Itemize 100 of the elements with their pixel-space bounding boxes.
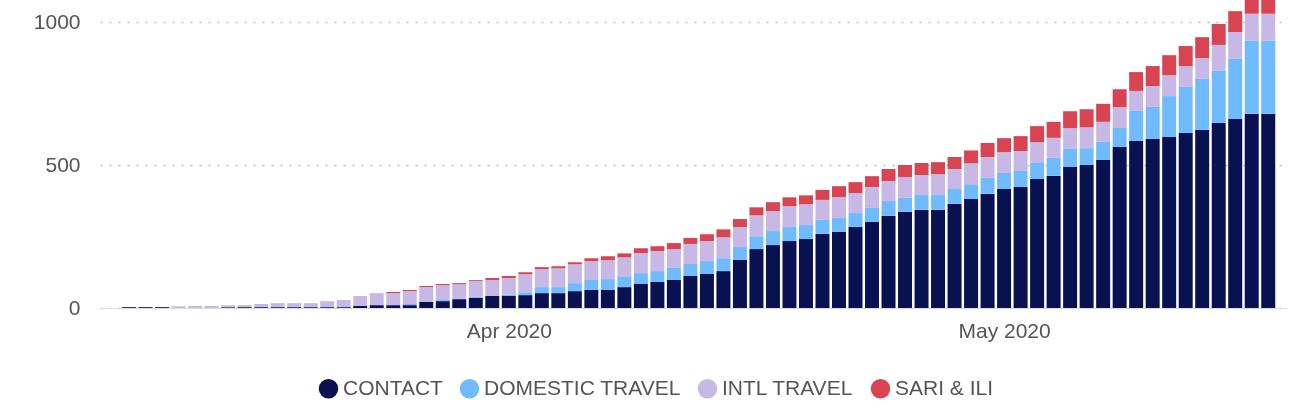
bar (947, 157, 962, 170)
bar (980, 193, 995, 308)
bar (914, 175, 929, 196)
bar (749, 215, 764, 237)
bar (600, 289, 615, 308)
bar (865, 221, 879, 308)
bar (485, 279, 500, 296)
bar (1228, 118, 1243, 308)
bar (303, 303, 318, 308)
bar (600, 256, 615, 261)
bar (898, 177, 913, 198)
bar (1211, 122, 1226, 308)
bar (1261, 40, 1276, 114)
bar (402, 291, 417, 304)
bar (1030, 163, 1045, 180)
bar (832, 186, 846, 198)
bar (1195, 129, 1210, 308)
bar (997, 152, 1012, 174)
bar (501, 275, 516, 278)
bar (1013, 151, 1028, 172)
bar (650, 271, 665, 282)
bar (898, 165, 913, 178)
bar (1013, 187, 1028, 308)
bar (369, 293, 384, 306)
bar (1063, 167, 1078, 308)
bar (633, 283, 648, 308)
bar (931, 174, 946, 196)
y-tick-label: 1000 (33, 9, 81, 33)
bar (914, 195, 929, 210)
bar (1195, 78, 1210, 130)
bar (1145, 66, 1160, 87)
bar (798, 225, 813, 240)
bar (782, 206, 797, 228)
bar (881, 201, 896, 216)
bar (1013, 136, 1028, 151)
bar (1261, 113, 1276, 308)
bar (765, 245, 780, 308)
bar (1079, 109, 1094, 128)
bar (997, 189, 1012, 308)
bar (865, 207, 879, 222)
bar (1112, 128, 1127, 147)
bar (501, 277, 516, 295)
bar (1162, 75, 1177, 97)
bar (832, 217, 846, 232)
bar (633, 248, 648, 254)
bar (650, 281, 665, 308)
bar (716, 258, 731, 272)
bar (485, 277, 500, 280)
bar (848, 227, 863, 308)
bar (1046, 137, 1061, 158)
bar (732, 227, 747, 248)
bar (1079, 148, 1094, 166)
bar (1129, 90, 1144, 111)
bar (749, 207, 764, 216)
y-tick-label: 0 (68, 295, 81, 319)
bar (534, 269, 549, 288)
bar (666, 249, 681, 268)
bar (848, 193, 863, 214)
bar (1096, 103, 1111, 122)
bar (782, 197, 797, 207)
bar (1063, 128, 1078, 149)
bar (419, 301, 434, 308)
bar (683, 275, 698, 308)
bar (683, 243, 698, 264)
bar (1195, 37, 1210, 59)
bar (1129, 140, 1144, 308)
bar (947, 203, 962, 308)
bar (782, 227, 797, 242)
bar (1261, 13, 1276, 41)
bar (270, 303, 285, 308)
bar (650, 246, 665, 252)
bar (518, 272, 533, 275)
bar (1228, 32, 1243, 59)
bar (1112, 107, 1127, 129)
bar (1030, 126, 1045, 143)
bar (518, 295, 533, 308)
bar (518, 292, 533, 296)
bar (419, 287, 434, 302)
bar (765, 211, 780, 232)
bar (931, 162, 946, 175)
bar (1178, 46, 1193, 67)
bar (997, 173, 1012, 190)
bar (1046, 157, 1061, 176)
bar (1195, 58, 1210, 79)
bar (898, 211, 913, 308)
bar (699, 234, 714, 242)
bar (914, 163, 929, 176)
bar (1178, 86, 1193, 133)
bar (832, 197, 846, 218)
bar (1063, 111, 1078, 129)
bar (666, 243, 681, 250)
bar (798, 204, 813, 226)
bar (782, 241, 797, 308)
bar (633, 273, 648, 284)
bar (1030, 179, 1045, 308)
bar (1129, 110, 1144, 141)
bar (452, 284, 467, 300)
bar (980, 142, 995, 157)
bar (584, 261, 599, 280)
bar (1030, 142, 1045, 164)
